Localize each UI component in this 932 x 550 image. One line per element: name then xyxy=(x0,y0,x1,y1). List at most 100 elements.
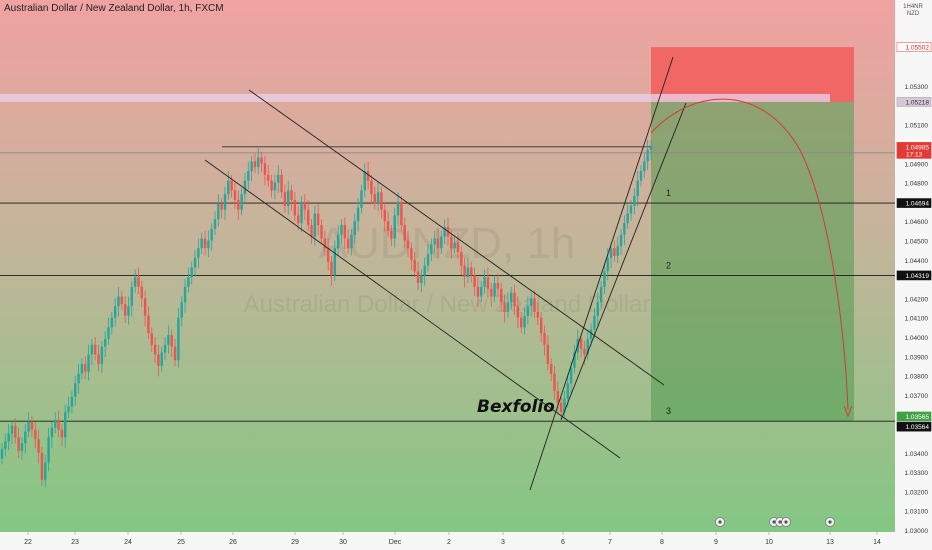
candle-body xyxy=(190,267,193,278)
candle-body xyxy=(300,201,303,224)
time-axis-tick: 7 xyxy=(608,539,612,546)
candle-body xyxy=(10,425,14,434)
candle-body xyxy=(406,240,410,249)
candle-body xyxy=(506,302,510,312)
candle-body xyxy=(366,171,370,181)
price-axis-background xyxy=(895,0,932,532)
candle-body xyxy=(400,201,403,226)
time-axis-tick: 9 xyxy=(714,539,718,546)
descending-channel-upper xyxy=(248,89,665,386)
candle-body xyxy=(390,230,393,239)
level-number: 3 xyxy=(666,406,671,416)
candle-body xyxy=(336,234,340,249)
candle-body xyxy=(333,248,337,276)
quote-currency-top: 1H4NR xyxy=(903,4,923,10)
price-badge-countdown: 17:13 xyxy=(906,151,923,158)
time-axis-background xyxy=(0,532,932,550)
candle-body xyxy=(27,421,30,432)
event-marker-dot xyxy=(784,520,788,524)
take-profit-zone xyxy=(651,101,854,421)
price-axis-tick: 1.03800 xyxy=(905,374,929,381)
candle-body xyxy=(270,180,273,191)
candle-body xyxy=(183,286,187,303)
candle-body xyxy=(20,443,24,451)
candle-body xyxy=(430,244,433,255)
ascending-channel-outer xyxy=(529,56,674,491)
candle-body xyxy=(223,194,227,210)
candle-body xyxy=(376,192,380,204)
candle-body xyxy=(143,298,147,316)
candle-body xyxy=(633,196,636,206)
candle-body xyxy=(646,149,649,162)
candle-body xyxy=(526,306,530,316)
candle-body xyxy=(133,277,137,287)
candle-body xyxy=(410,248,413,260)
descending-channel-lower xyxy=(204,159,621,459)
candle-body xyxy=(573,352,576,368)
candle-body xyxy=(87,354,90,372)
candle-body xyxy=(456,242,460,253)
candle-body xyxy=(413,259,416,272)
candle-body xyxy=(330,261,333,276)
candle-body xyxy=(360,190,363,208)
candle-body xyxy=(7,433,10,442)
projection-arrowhead xyxy=(843,405,853,418)
candle-body xyxy=(470,267,473,276)
projection-curve xyxy=(650,98,849,411)
candle-body xyxy=(290,190,293,200)
candle-body xyxy=(200,238,203,249)
candle-body xyxy=(486,277,490,289)
candle-body xyxy=(160,352,163,366)
candle-body xyxy=(60,429,64,438)
time-axis-tick: 3 xyxy=(501,539,505,546)
candle-body xyxy=(353,221,356,235)
candle-body xyxy=(240,194,243,210)
event-marker-dot xyxy=(828,520,832,524)
candle-body xyxy=(4,441,7,449)
candle-body xyxy=(593,315,596,330)
candle-body xyxy=(386,221,390,231)
candle-body xyxy=(553,373,556,392)
candle-body xyxy=(34,429,37,440)
candle-body xyxy=(187,277,190,287)
event-marker-dot xyxy=(718,520,722,524)
candle-body xyxy=(599,286,603,303)
candle-body xyxy=(103,338,107,347)
candle-body xyxy=(496,282,500,289)
quote-currency: NZD xyxy=(907,11,920,17)
candle-body xyxy=(543,333,546,345)
price-badge xyxy=(896,97,932,107)
price-badge-label: 1.03564 xyxy=(906,424,930,431)
candle-body xyxy=(453,242,456,249)
time-axis-tick: 22 xyxy=(24,539,32,546)
candle-body xyxy=(67,406,70,413)
price-axis-tick: 1.03300 xyxy=(905,470,929,477)
level-number: 2 xyxy=(666,260,671,270)
candle-body xyxy=(50,427,54,438)
candle-body xyxy=(483,277,486,287)
candle-body xyxy=(643,161,646,172)
candle-body xyxy=(323,238,327,249)
candle-body xyxy=(217,203,220,220)
candle-body xyxy=(97,354,100,365)
candle-body xyxy=(260,157,263,164)
time-axis-tick: 6 xyxy=(561,539,565,546)
candle-body xyxy=(613,248,616,256)
candle-body xyxy=(263,163,267,175)
candle-body xyxy=(393,215,396,239)
price-axis-tick: 1.03000 xyxy=(905,528,929,535)
candle-body xyxy=(170,335,173,347)
price-axis-tick: 1.03700 xyxy=(905,393,929,400)
price-badge xyxy=(896,142,932,159)
candle-body xyxy=(490,288,493,297)
candle-body xyxy=(123,304,127,316)
price-axis-tick: 1.04600 xyxy=(905,219,929,226)
candle-body xyxy=(529,298,533,307)
price-badge xyxy=(896,421,932,432)
candle-body xyxy=(450,236,453,249)
header-symbol: Australian Dollar / New Zealand Dollar xyxy=(4,3,173,14)
candle-body xyxy=(416,271,420,283)
candle-body xyxy=(626,213,629,224)
candle-body xyxy=(649,145,653,150)
